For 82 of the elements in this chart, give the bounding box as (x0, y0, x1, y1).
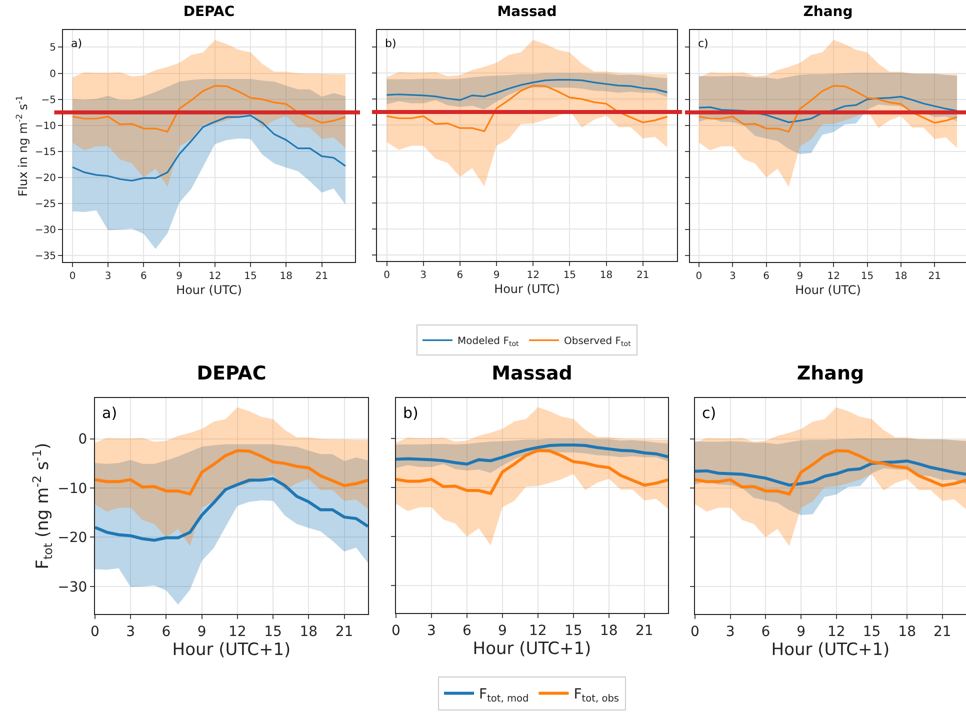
x-tick-label: 9 (796, 271, 804, 282)
x-tick-label: 0 (690, 624, 700, 640)
x-tick-label: 21 (928, 271, 941, 282)
x-tick-label: 3 (126, 624, 136, 640)
x-tick-label: 6 (462, 622, 472, 639)
x-tick-label: 18 (898, 624, 916, 640)
x-tick-label: 21 (315, 271, 328, 282)
x-tick-label: 9 (498, 622, 507, 639)
x-tick-label: 15 (862, 624, 881, 640)
annotation: b) (385, 37, 396, 50)
chart-title: DEPAC (183, 4, 235, 20)
legend-label: Modeled F$_{tot}$ (458, 336, 519, 348)
y-tick-label: −20 (34, 173, 56, 184)
chart-title: Zhang (796, 362, 864, 384)
legend-label: Observed F$_{tot}$ (564, 336, 632, 348)
x-tick-label: 0 (392, 622, 400, 639)
chart-title: Massad (497, 4, 557, 20)
x-tick-label: 9 (493, 270, 500, 281)
x-tick-label: 21 (335, 624, 354, 640)
x-axis-title: Hour (UTC) (494, 282, 560, 296)
x-axis-title: Hour (UTC+1) (771, 640, 890, 660)
x-tick-label: 15 (244, 271, 257, 282)
y-tick-label: −30 (34, 225, 56, 236)
x-tick-label: 0 (384, 270, 390, 281)
annotation: c) (698, 37, 708, 50)
annotation: c) (702, 404, 716, 422)
x-tick-label: 12 (827, 624, 846, 640)
x-tick-label: 12 (208, 271, 222, 282)
x-tick-label: 18 (600, 622, 618, 639)
chart-title: Massad (492, 362, 572, 384)
x-axis-title: Hour (UTC+1) (172, 640, 291, 660)
annotation: a) (102, 404, 118, 422)
x-axis-title: Hour (UTC) (176, 282, 242, 297)
chart-title: DEPAC (196, 362, 266, 384)
chart-title: Zhang (803, 4, 853, 20)
legend-label: F$_{tot, mod}$ (479, 686, 529, 705)
y-tick-label: −30 (58, 579, 88, 596)
x-tick-label: 6 (763, 271, 770, 282)
y-tick-label: −15 (34, 146, 56, 158)
x-tick-label: 12 (528, 622, 547, 639)
x-tick-label: 12 (526, 270, 540, 281)
x-tick-label: 9 (197, 624, 206, 640)
x-tick-label: 9 (176, 271, 183, 282)
x-tick-label: 6 (140, 271, 147, 282)
x-tick-label: 3 (427, 622, 436, 639)
x-tick-label: 21 (934, 624, 952, 640)
x-tick-label: 6 (761, 624, 770, 640)
y-tick-label: −10 (34, 120, 56, 132)
x-tick-label: 15 (264, 624, 282, 640)
x-tick-label: 18 (300, 624, 318, 640)
x-tick-label: 18 (280, 271, 293, 282)
y-tick-label: −5 (41, 94, 56, 106)
x-tick-label: 0 (696, 271, 702, 282)
x-tick-label: 15 (860, 271, 874, 282)
y-tick-label: −20 (58, 530, 88, 546)
x-tick-label: 21 (636, 270, 650, 281)
y-tick-label: −35 (34, 251, 56, 262)
x-tick-label: 3 (726, 624, 735, 640)
x-axis-title: Hour (UTC) (795, 282, 861, 297)
x-tick-label: 21 (635, 622, 654, 639)
x-tick-label: 18 (894, 271, 908, 282)
y-tick-label: −25 (34, 199, 56, 210)
y-tick-label: 0 (78, 432, 88, 448)
x-tick-label: 3 (729, 271, 736, 282)
x-tick-label: 3 (104, 271, 112, 282)
x-tick-label: 0 (90, 624, 100, 640)
annotation: a) (71, 37, 82, 50)
x-tick-label: 3 (420, 270, 427, 281)
y-tick-label: −10 (58, 480, 88, 497)
x-tick-label: 15 (564, 622, 582, 639)
x-tick-label: 9 (796, 624, 806, 640)
x-tick-label: 12 (827, 271, 840, 282)
y-tick-label: 0 (50, 68, 56, 80)
x-tick-label: 6 (456, 270, 464, 281)
annotation: b) (403, 404, 418, 422)
x-tick-label: 6 (162, 624, 171, 640)
x-axis-title: Hour (UTC+1) (472, 639, 592, 660)
x-tick-label: 18 (600, 270, 613, 281)
y-tick-label: 5 (50, 42, 56, 54)
x-tick-label: 12 (228, 624, 246, 640)
legend-label: F$_{tot, obs}$ (574, 686, 620, 705)
x-tick-label: 15 (563, 270, 576, 281)
